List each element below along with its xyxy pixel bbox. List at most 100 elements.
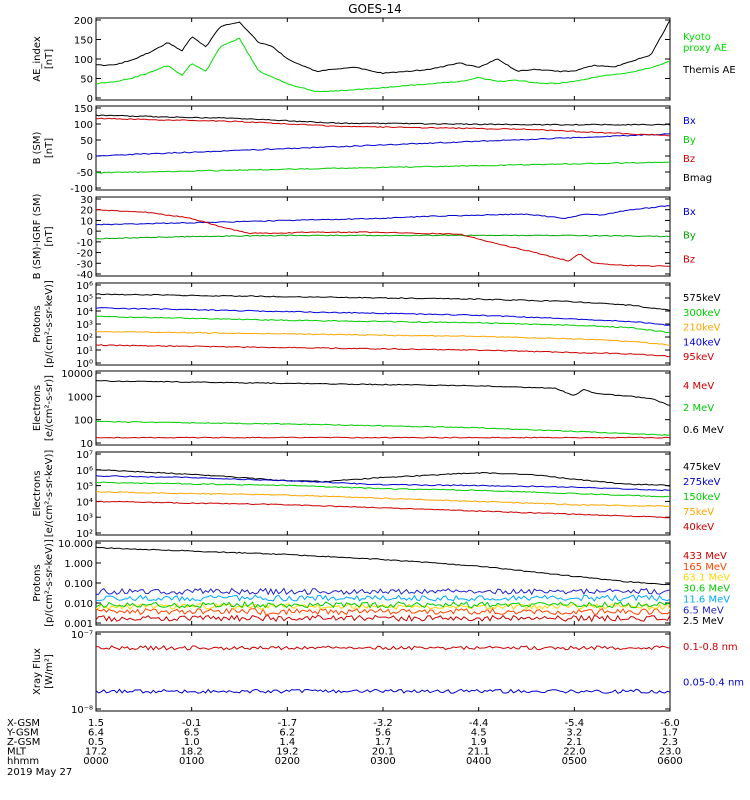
y-tick-label: 10⁵ — [76, 482, 93, 493]
row-value: 21.1 — [468, 747, 490, 758]
legend-entry: Bx — [683, 116, 696, 127]
row-value: 19.2 — [276, 747, 298, 758]
legend-entry: 30.6 MeV — [683, 584, 730, 595]
panel-4: 10⁰ 10¹ 10² 10³ 10⁴ 10⁵ 10⁶ Protons [p/(cm²-s-sr… — [32, 280, 721, 370]
row-value: 6.4 — [88, 728, 104, 739]
series-line — [96, 19, 671, 75]
y-tick-label: 10⁴ — [76, 497, 93, 508]
row-value: 6.5 — [184, 728, 200, 739]
legend-entry: By — [683, 231, 696, 242]
legend-entry: 40keV — [683, 522, 714, 533]
legend-entry: 95keV — [683, 352, 714, 363]
y-tick-label: 10⁶ — [76, 466, 93, 477]
y-tick-label: 1.000 — [64, 559, 93, 570]
panel-6: 10² 10³ 10⁴ 10⁵ 10⁶ 10⁷ Electrons [e/(cm²-s-sr-… — [32, 450, 721, 540]
y-axis-label: [nT] — [44, 226, 55, 246]
legend-entry: 210keV — [683, 323, 721, 334]
y-tick-label: 0.001 — [64, 619, 93, 630]
y-tick-label: -10 — [77, 238, 93, 249]
series-line — [95, 114, 671, 126]
series-line — [95, 315, 671, 334]
y-tick-label: 0 — [87, 94, 93, 105]
row-value: 0100 — [179, 756, 204, 767]
legend-entry: Bx — [683, 207, 696, 218]
series-line — [95, 420, 671, 436]
row-value: 0200 — [275, 756, 300, 767]
panel-2: -100 -50 0 50 100 150 B (SM) [nT] Bx By Bz Bmag — [32, 104, 712, 195]
row-value: 4.5 — [471, 728, 487, 739]
row-value: 0.5 — [88, 737, 104, 748]
legend-entry: 165 MeV — [683, 562, 727, 573]
legend-entry: Bz — [683, 154, 695, 165]
row-value: 0300 — [370, 756, 395, 767]
y-axis-label: [p/(cm²-s-sr-keV)] — [44, 280, 55, 368]
panel-8: 10⁻⁸ 10⁻⁷ Xray Flux [W/m²] 0.1-0.8 nm 0.05-0.… — [32, 630, 744, 716]
legend-entry: 75keV — [683, 507, 714, 518]
ephemeris-table: X-GSM 1.5 -0.1 -1.7 -3.2 -4.4 -5.4 -6.0 Y-GSM 6.4… — [6, 718, 683, 767]
series-line — [95, 469, 671, 487]
series-line — [95, 234, 671, 240]
legend-entry: By — [683, 135, 696, 146]
row-value: 2.3 — [662, 737, 678, 748]
series-line — [95, 594, 671, 602]
legend-entry: 475keV — [683, 462, 721, 473]
row-label: Y-GSM — [6, 728, 39, 739]
series-line — [95, 209, 670, 267]
legend-entry: 6.5 MeV — [683, 605, 724, 616]
row-value: 2.1 — [566, 737, 582, 748]
row-value: 1.0 — [184, 737, 200, 748]
series-line — [95, 614, 671, 623]
row-value: 0400 — [466, 756, 491, 767]
y-tick-label: 10¹ — [76, 346, 93, 357]
y-tick-label: -100 — [70, 184, 93, 195]
legend-entry: 2 MeV — [683, 403, 714, 414]
y-tick-label: -20 — [77, 249, 93, 260]
y-tick-label: 10³ — [76, 513, 93, 524]
series-line — [95, 205, 671, 226]
series-line — [95, 344, 670, 358]
series-line — [95, 481, 670, 498]
y-tick-label: 30 — [80, 195, 93, 206]
legend-entry: 150keV — [683, 492, 721, 503]
row-value: 18.2 — [181, 747, 203, 758]
y-tick-label: 10² — [76, 333, 93, 344]
panel-7: 0.001 0.010 0.100 1.000 10.000 Protons [p/(cm²… — [32, 539, 730, 630]
legend-entry: 300keV — [683, 308, 721, 319]
row-value: -1.7 — [278, 718, 298, 729]
y-tick-label: 100 — [74, 55, 93, 66]
y-tick-label: 150 — [74, 104, 93, 115]
series-line — [96, 491, 671, 508]
y-tick-label: 10⁰ — [76, 359, 93, 370]
y-tick-label: 10⁻⁷ — [71, 630, 93, 641]
y-tick-label: 100 — [74, 120, 93, 131]
y-tick-label: 10 — [80, 439, 93, 450]
y-axis-label: [nT] — [44, 138, 55, 158]
y-tick-label: 0 — [87, 227, 93, 238]
legend-entry: Bmag — [683, 173, 712, 184]
row-value: 23.0 — [659, 747, 681, 758]
legend-entry: Bz — [683, 254, 695, 265]
y-tick-label: 0.010 — [64, 599, 93, 610]
row-label: MLT — [7, 747, 27, 758]
y-tick-label: -30 — [77, 259, 93, 270]
y-axis-label: B (SM)-IGRF (SM) — [32, 194, 43, 280]
series-line — [95, 500, 671, 519]
row-value: 1.7 — [375, 737, 391, 748]
y-tick-label: 50 — [80, 75, 93, 86]
legend-entry: 575keV — [683, 293, 721, 304]
y-tick-label: 10⁻⁸ — [71, 705, 93, 716]
y-tick-label: 1000 — [68, 392, 93, 403]
y-axis-label: B (SM) — [32, 131, 43, 164]
y-axis-label: [nT] — [44, 49, 55, 69]
series-line — [95, 645, 671, 651]
row-value: 6.2 — [279, 728, 295, 739]
y-tick-label: 10⁷ — [76, 450, 93, 461]
panel-frame — [95, 105, 671, 191]
row-value: 17.2 — [85, 747, 107, 758]
legend-entry: 433 MeV — [683, 551, 727, 562]
y-tick-label: 50 — [80, 136, 93, 147]
row-value: 20.1 — [372, 747, 394, 758]
